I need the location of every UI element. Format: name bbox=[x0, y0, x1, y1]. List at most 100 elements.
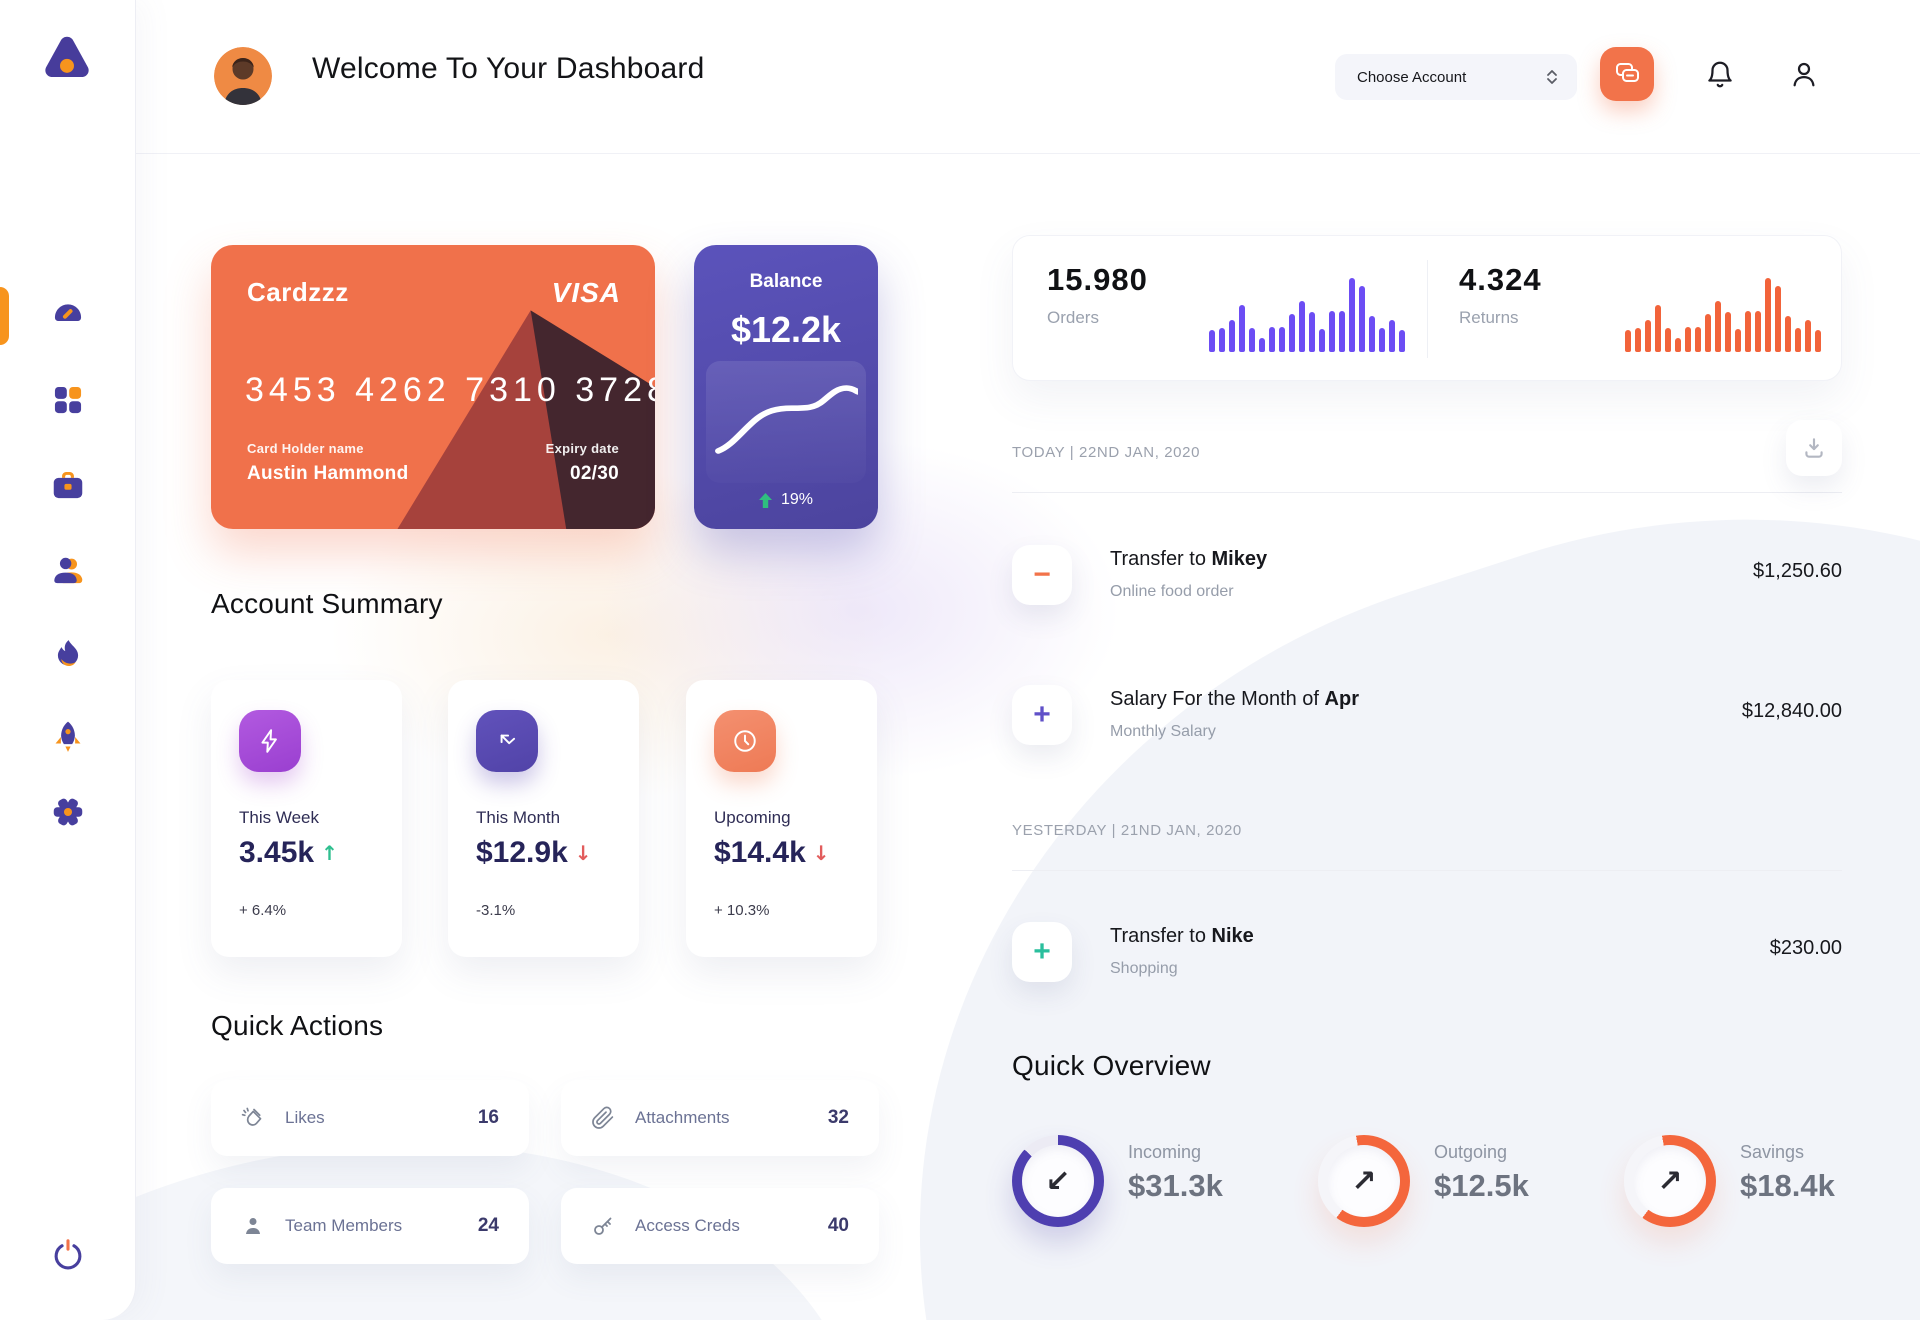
summary-card-upcoming[interactable]: Upcoming $14.4k ↓ + 10.3% bbox=[686, 680, 877, 957]
savings-ring-chart: ↗ bbox=[1624, 1135, 1716, 1227]
profile-button[interactable] bbox=[1786, 56, 1822, 92]
bar bbox=[1359, 286, 1365, 352]
tx-amount: $230.00 bbox=[1769, 937, 1842, 959]
bar bbox=[1785, 316, 1791, 352]
tx-sign-badge: + bbox=[1012, 922, 1072, 982]
balance-card[interactable]: Balance $12.2k 19% bbox=[694, 245, 878, 529]
bar bbox=[1805, 320, 1811, 352]
tx-title[interactable]: Transfer to Mikey bbox=[1110, 548, 1268, 570]
notifications-button[interactable] bbox=[1702, 56, 1738, 92]
summary-label: Upcoming bbox=[714, 808, 791, 827]
user-avatar[interactable] bbox=[214, 47, 272, 105]
sidebar-item-trending[interactable] bbox=[49, 636, 87, 674]
account-select[interactable]: Choose Account bbox=[1335, 54, 1577, 100]
quick-action-access-creds[interactable]: Access Creds 40 bbox=[561, 1188, 879, 1264]
tx-subtitle: Shopping bbox=[1110, 960, 1178, 977]
person-icon bbox=[246, 1218, 260, 1234]
sidebar-item-work[interactable] bbox=[49, 466, 87, 504]
sidebar bbox=[0, 0, 136, 1320]
quick-action-label: Team Members bbox=[285, 1216, 403, 1235]
paperclip-icon bbox=[592, 1106, 614, 1129]
bar bbox=[1695, 326, 1701, 352]
bar bbox=[1279, 326, 1285, 352]
bar bbox=[1815, 329, 1821, 352]
bar bbox=[1655, 305, 1661, 352]
tx-amount: $1,250.60 bbox=[1753, 560, 1842, 582]
bar bbox=[1229, 320, 1235, 352]
trend-arrow-icon bbox=[476, 710, 538, 772]
key-icon bbox=[594, 1217, 612, 1235]
quick-action-count: 16 bbox=[477, 1107, 499, 1128]
trend-up-icon: ↑ bbox=[321, 841, 338, 865]
summary-card-this-month[interactable]: This Month $12.9k ↓ -3.1% bbox=[448, 680, 639, 957]
account-summary-title: Account Summary bbox=[211, 588, 443, 619]
tx-title[interactable]: Transfer to Nike bbox=[1110, 925, 1254, 947]
quick-action-likes[interactable]: Likes 16 bbox=[211, 1080, 529, 1156]
sidebar-item-launch[interactable] bbox=[49, 718, 87, 756]
orders-returns-card: 15.980 Orders 4.324 Returns bbox=[1012, 235, 1842, 381]
card-holder-name: Austin Hammond bbox=[247, 463, 409, 484]
summary-label: This Week bbox=[239, 808, 319, 827]
clock-icon bbox=[714, 710, 776, 772]
dashboard-gauge-icon bbox=[54, 304, 82, 321]
balance-change-value: 19% bbox=[780, 491, 814, 508]
app-logo[interactable] bbox=[36, 30, 98, 92]
summary-label: This Month bbox=[476, 808, 561, 827]
credit-card[interactable]: Cardzzz VISA 3453 4262 7310 3728 Card Ho… bbox=[211, 245, 655, 529]
arrow-up-right-icon: ↗ bbox=[1351, 1163, 1377, 1199]
header: Welcome To Your Dashboard Choose Account bbox=[136, 0, 1920, 154]
summary-value: 3.45k ↑ bbox=[239, 836, 338, 869]
card-holder-label: Card Holder name bbox=[247, 441, 364, 456]
quick-action-label: Access Creds bbox=[635, 1216, 740, 1235]
quick-action-count: 24 bbox=[477, 1215, 499, 1236]
bar bbox=[1705, 314, 1711, 352]
bar bbox=[1625, 329, 1631, 352]
plus-sign-icon: + bbox=[1033, 698, 1051, 731]
bar bbox=[1209, 329, 1215, 352]
tx-title[interactable]: Salary For the Month of Apr bbox=[1110, 688, 1359, 710]
up-arrow-icon bbox=[758, 492, 772, 508]
bar bbox=[1329, 311, 1335, 352]
tx-sign-badge: + bbox=[1012, 685, 1072, 745]
bar bbox=[1755, 311, 1761, 352]
bar bbox=[1765, 278, 1771, 352]
balance-change: 19% bbox=[694, 491, 878, 509]
apps-grid-icon bbox=[54, 386, 82, 414]
incoming-value: $31.3k bbox=[1128, 1168, 1223, 1203]
settings-gear-icon bbox=[53, 798, 83, 826]
quick-action-team-members[interactable]: Team Members 24 bbox=[211, 1188, 529, 1264]
sidebar-item-settings[interactable] bbox=[49, 793, 87, 831]
user-icon bbox=[1793, 62, 1815, 87]
chat-button[interactable] bbox=[1600, 47, 1654, 101]
quick-action-attachments[interactable]: Attachments 32 bbox=[561, 1080, 879, 1156]
divider bbox=[1427, 260, 1428, 358]
clap-icon bbox=[241, 1107, 262, 1126]
tx-group-heading-today: TODAY | 22ND JAN, 2020 bbox=[1012, 444, 1201, 461]
summary-change: + 6.4% bbox=[239, 902, 287, 919]
logout-power-button[interactable] bbox=[49, 1236, 87, 1274]
arrow-down-left-icon: ↙ bbox=[1045, 1163, 1071, 1199]
bell-icon bbox=[1708, 61, 1732, 88]
tx-amount: $12,840.00 bbox=[1741, 700, 1842, 722]
tx-sign-badge: − bbox=[1012, 545, 1072, 605]
download-button[interactable] bbox=[1786, 420, 1842, 476]
bar bbox=[1775, 286, 1781, 352]
summary-change: -3.1% bbox=[476, 902, 516, 919]
card-expiry-date: 02/30 bbox=[569, 463, 619, 484]
minus-sign-icon: − bbox=[1033, 558, 1051, 591]
bar bbox=[1795, 327, 1801, 352]
balance-label: Balance bbox=[749, 271, 823, 292]
bar bbox=[1369, 316, 1375, 352]
sidebar-item-apps[interactable] bbox=[49, 381, 87, 419]
bar bbox=[1725, 312, 1731, 352]
summary-card-this-week[interactable]: This Week 3.45k ↑ + 6.4% bbox=[211, 680, 402, 957]
sidebar-item-users[interactable] bbox=[49, 551, 87, 589]
sidebar-item-dashboard[interactable] bbox=[49, 296, 87, 334]
returns-label: Returns bbox=[1459, 308, 1519, 327]
bar bbox=[1399, 329, 1405, 352]
download-icon bbox=[1805, 438, 1823, 458]
quick-action-count: 32 bbox=[827, 1107, 849, 1128]
page-title: Welcome To Your Dashboard bbox=[312, 52, 705, 85]
incoming-label: Incoming bbox=[1128, 1142, 1202, 1162]
summary-change: + 10.3% bbox=[714, 902, 770, 919]
